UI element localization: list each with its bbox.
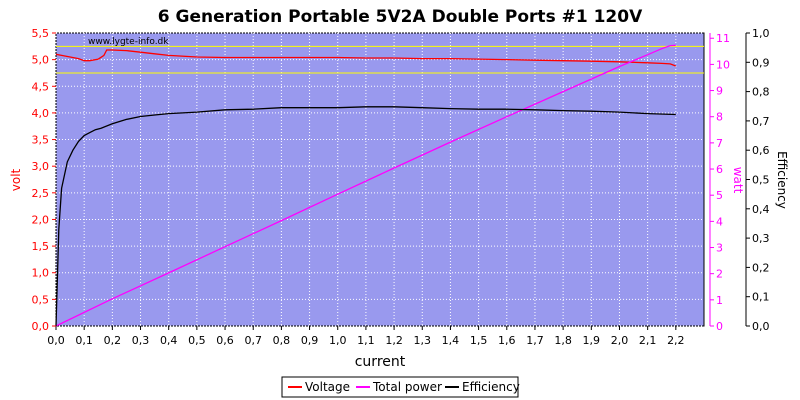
y-tick-label-volt: 1,5 — [32, 240, 50, 253]
plot-area — [55, 32, 705, 327]
x-tick-label: 0,8 — [273, 334, 291, 347]
x-axis-label: current — [355, 354, 406, 370]
x-tick-label: 1,6 — [498, 334, 516, 347]
x-tick-label: 1,2 — [385, 334, 403, 347]
y-axis-label-watt: watt — [731, 167, 745, 194]
y-tick-label-efficiency: 0,6 — [752, 144, 770, 157]
x-tick-label: 1,0 — [329, 334, 347, 347]
x-tick-label: 1,8 — [554, 334, 572, 347]
x-tick-label: 1,1 — [357, 334, 375, 347]
legend-label-efficiency: Efficiency — [462, 380, 520, 394]
y-tick-label-efficiency: 0,3 — [752, 232, 770, 245]
chart-title: 6 Generation Portable 5V2A Double Ports … — [158, 7, 643, 27]
y-tick-label-watt: 11 — [716, 32, 730, 45]
y-tick-label-volt: 4,5 — [32, 80, 50, 93]
x-tick-label: 1,9 — [583, 334, 601, 347]
x-tick-label: 0,4 — [160, 334, 178, 347]
y-tick-label-efficiency: 0,1 — [752, 291, 770, 304]
x-tick-label: 0,7 — [244, 334, 262, 347]
series-line-total-power — [55, 44, 676, 327]
y-tick-label-volt: 0,5 — [32, 293, 50, 306]
y-tick-label-volt: 2,5 — [32, 187, 50, 200]
y-tick-label-efficiency: 0,4 — [752, 203, 770, 216]
x-tick-label: 0,1 — [75, 334, 93, 347]
y-tick-label-watt: 6 — [716, 163, 723, 176]
x-tick-label: 0,3 — [132, 334, 150, 347]
y-axis-label-volt: volt — [9, 168, 23, 191]
series-line-efficiency — [55, 106, 676, 327]
y-tick-label-watt: 2 — [716, 268, 723, 281]
axes: 0,0 0,1 0,2 0,3 0,4 0,5 0,6 0,7 0,8 0,9 1,0 1,1 1,2 1… — [32, 27, 770, 347]
legend-label-total-power: Total power — [372, 380, 442, 394]
series-layer — [55, 44, 677, 327]
x-tick-label: 2,0 — [611, 334, 629, 347]
y-tick-label-watt: 9 — [716, 85, 723, 98]
x-tick-label: 1,3 — [414, 334, 432, 347]
y-tick-label-volt: 2,0 — [32, 213, 50, 226]
y-tick-label-volt: 3,0 — [32, 160, 50, 173]
legend: Voltage Total power Efficiency — [281, 376, 520, 398]
y-tick-label-watt: 5 — [716, 189, 723, 202]
y-tick-label-efficiency: 0,7 — [752, 115, 770, 128]
y-tick-label-watt: 7 — [716, 137, 723, 150]
y-tick-label-volt: 4,0 — [32, 107, 50, 120]
y-axis-label-efficiency: Efficiency — [775, 151, 789, 209]
grid — [55, 32, 704, 327]
x-tick-label: 1,4 — [442, 334, 460, 347]
watermark: www.lygte-info.dk — [88, 37, 169, 47]
y-tick-label-watt: 3 — [716, 242, 723, 255]
y-tick-label-efficiency: 0,2 — [752, 261, 770, 274]
x-tick-label: 2,2 — [667, 334, 685, 347]
legend-label-voltage: Voltage — [305, 380, 350, 394]
x-tick-label: 0,0 — [47, 334, 65, 347]
y-tick-label-efficiency: 0,9 — [752, 56, 770, 69]
y-tick-label-watt: 0 — [716, 320, 723, 333]
series-line-voltage — [55, 49, 677, 67]
x-tick-label: 1,5 — [470, 334, 488, 347]
y-tick-label-watt: 10 — [716, 58, 730, 71]
y-tick-label-volt: 5,5 — [32, 27, 50, 40]
y-tick-label-watt: 4 — [716, 215, 723, 228]
y-tick-label-volt: 3,5 — [32, 134, 50, 147]
y-tick-label-volt: 1,0 — [32, 267, 50, 280]
y-tick-label-efficiency: 0,5 — [752, 174, 770, 187]
y-tick-label-volt: 5,0 — [32, 54, 50, 67]
y-tick-label-efficiency: 1,0 — [752, 27, 770, 40]
x-tick-label: 0,9 — [301, 334, 319, 347]
x-tick-label: 0,5 — [188, 334, 206, 347]
y-tick-label-watt: 8 — [716, 111, 723, 124]
legend-box — [281, 376, 519, 398]
y-tick-label-watt: 1 — [716, 294, 723, 307]
y-tick-label-efficiency: 0,0 — [752, 320, 770, 333]
y-tick-label-efficiency: 0,8 — [752, 86, 770, 99]
y-tick-label-volt: 0,0 — [32, 320, 50, 333]
x-tick-label: 2,1 — [639, 334, 657, 347]
x-tick-label: 0,2 — [104, 334, 122, 347]
x-tick-label: 1,7 — [526, 334, 544, 347]
x-tick-label: 0,6 — [216, 334, 234, 347]
reference-lines — [56, 45, 704, 74]
